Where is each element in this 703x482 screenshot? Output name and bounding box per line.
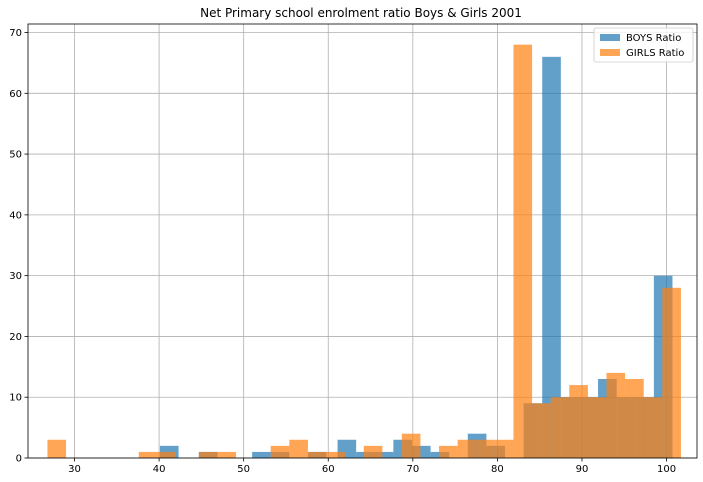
girls-ratio-bar <box>513 44 533 459</box>
girls-ratio-legend-label: GIRLS Ratio <box>626 48 684 59</box>
x-tick-label: 80 <box>491 464 504 475</box>
girls-ratio-bar <box>569 385 588 458</box>
girls-ratio-legend-swatch <box>600 49 620 56</box>
y-tick-label: 20 <box>9 332 22 343</box>
girls-ratio-bar <box>47 439 67 458</box>
y-tick-label: 50 <box>9 150 22 161</box>
girls-ratio-bar <box>307 451 327 458</box>
girls-ratio-bar <box>363 445 383 458</box>
girls-ratio-bar <box>457 439 477 458</box>
girls-ratio-bar <box>532 403 551 458</box>
girls-ratio-bar <box>625 378 644 458</box>
chart-title: Net Primary school enrolment ratio Boys … <box>200 6 522 20</box>
x-tick-label: 40 <box>153 464 166 475</box>
boys-ratio-bar <box>252 451 271 458</box>
girls-ratio-bar <box>217 451 237 458</box>
y-tick-label: 10 <box>9 393 22 404</box>
plot-frame <box>27 23 698 459</box>
girls-ratio-bar <box>550 397 570 458</box>
girls-ratio-bar <box>643 397 663 458</box>
boys-ratio-bar <box>374 451 394 458</box>
y-tick-label: 70 <box>9 28 22 39</box>
girls-ratio-bar <box>587 397 607 458</box>
x-tick-label: 60 <box>322 464 335 475</box>
girls-ratio-bar <box>606 372 626 458</box>
y-tick-label: 60 <box>9 89 22 100</box>
girls-ratio-bar <box>476 439 495 458</box>
girls-ratio-bar <box>439 445 458 458</box>
y-tick-label: 40 <box>9 210 22 221</box>
x-tick-label: 100 <box>657 464 676 475</box>
girls-ratio-bar <box>401 433 421 458</box>
girls-ratio-bar <box>270 445 290 458</box>
girls-ratio-bar <box>138 451 158 458</box>
x-tick-label: 50 <box>237 464 250 475</box>
y-tick-label: 30 <box>9 271 22 282</box>
boys-ratio-legend-swatch <box>600 34 620 41</box>
girls-ratio-bar <box>662 287 681 458</box>
x-tick-label: 90 <box>576 464 589 475</box>
boys-ratio-legend-label: BOYS Ratio <box>626 33 681 44</box>
legend: BOYS Ratio GIRLS Ratio <box>593 27 694 63</box>
girls-ratio-bar <box>198 451 218 458</box>
x-tick-label: 30 <box>68 464 81 475</box>
x-axis: 30 40 50 60 70 80 90 100 <box>68 458 676 475</box>
y-axis: 0 10 20 30 40 50 60 70 <box>9 28 28 465</box>
girls-ratio-bar <box>289 439 308 458</box>
boys-ratio-bar <box>542 56 561 459</box>
grid-lines <box>28 24 697 459</box>
x-tick-label: 70 <box>406 464 419 475</box>
girls-ratio-bar <box>326 451 346 458</box>
girls-ratio-bar <box>494 439 514 458</box>
y-tick-label: 0 <box>16 454 22 465</box>
girls-ratio-bar <box>157 451 177 458</box>
bars-layer <box>47 44 681 459</box>
